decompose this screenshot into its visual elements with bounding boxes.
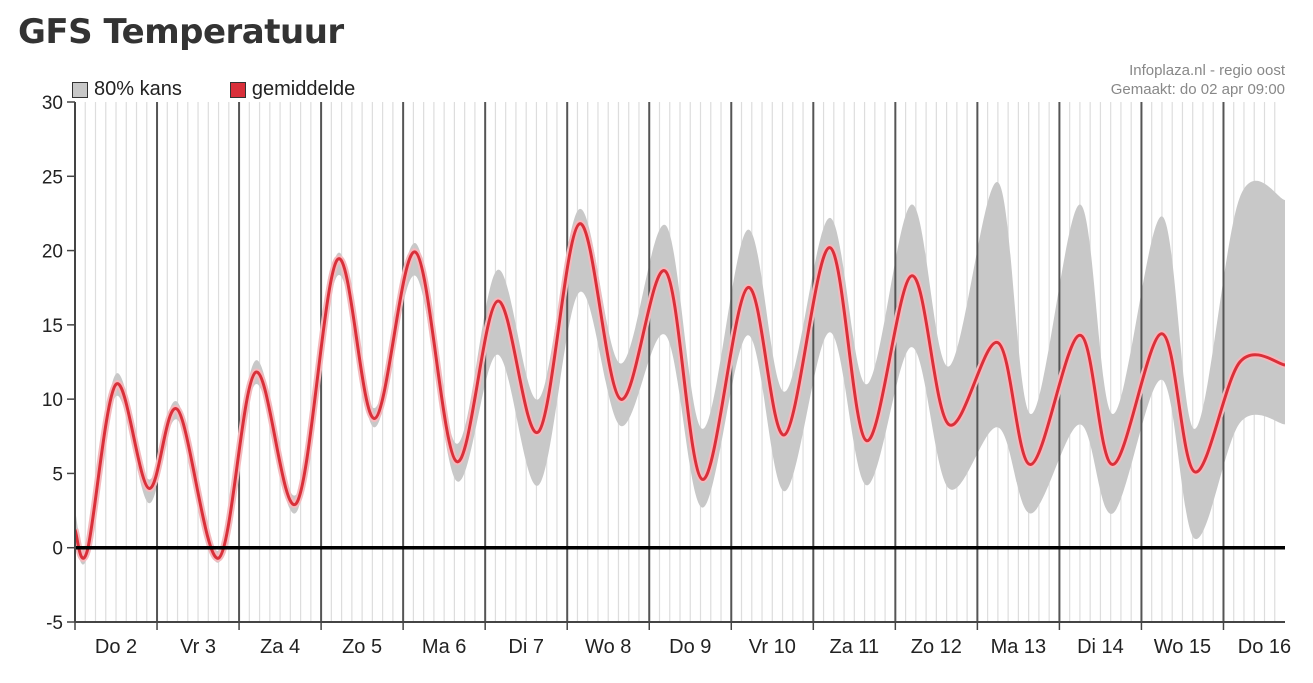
x-tick-label: Vr 10 [749,636,796,658]
x-tick-label: Ma 13 [991,636,1047,658]
y-tick-label: 30 [42,93,63,114]
mean-line [75,222,1285,560]
legend-item-band[interactable]: 80% kans [72,78,182,101]
x-tick-label: Za 11 [829,636,879,658]
credit-source: Infoplaza.nl - regio oost [1129,62,1285,79]
y-tick-label: 0 [52,539,63,560]
x-tick-label: Zo 5 [342,636,382,658]
chart-legend: 80% kans gemiddelde [72,78,355,101]
y-tick-label: -5 [46,613,63,634]
y-tick-label: 15 [42,316,63,337]
x-tick-label: Zo 12 [911,636,962,658]
x-tick-label: Do 9 [669,636,711,658]
x-tick-label: Wo 15 [1154,636,1211,658]
y-tick-label: 20 [42,242,63,263]
x-tick-label: Vr 3 [180,636,216,658]
x-tick-label: Za 4 [260,636,300,658]
x-tick-label: Di 14 [1077,636,1124,658]
legend-swatch-band [72,81,88,98]
x-tick-label: Wo 8 [585,636,631,658]
legend-label-mean: gemiddelde [251,78,356,100]
x-tick-label: Di 7 [508,636,544,658]
x-tick-label: Ma 6 [422,636,466,658]
page-title: GFS Temperatuur [18,12,344,52]
x-tick-label: Do 16 [1238,636,1291,658]
legend-swatch-mean [229,81,246,98]
legend-label-band: 80% kans [94,78,182,100]
legend-item-mean[interactable]: gemiddelde [229,78,356,101]
y-tick-label: 10 [42,390,63,411]
y-tick-label: 5 [52,464,63,485]
y-tick-label: 25 [42,167,63,188]
credit-made: Gemaakt: do 02 apr 09:00 [1110,81,1285,98]
x-tick-label: Do 2 [95,636,137,658]
